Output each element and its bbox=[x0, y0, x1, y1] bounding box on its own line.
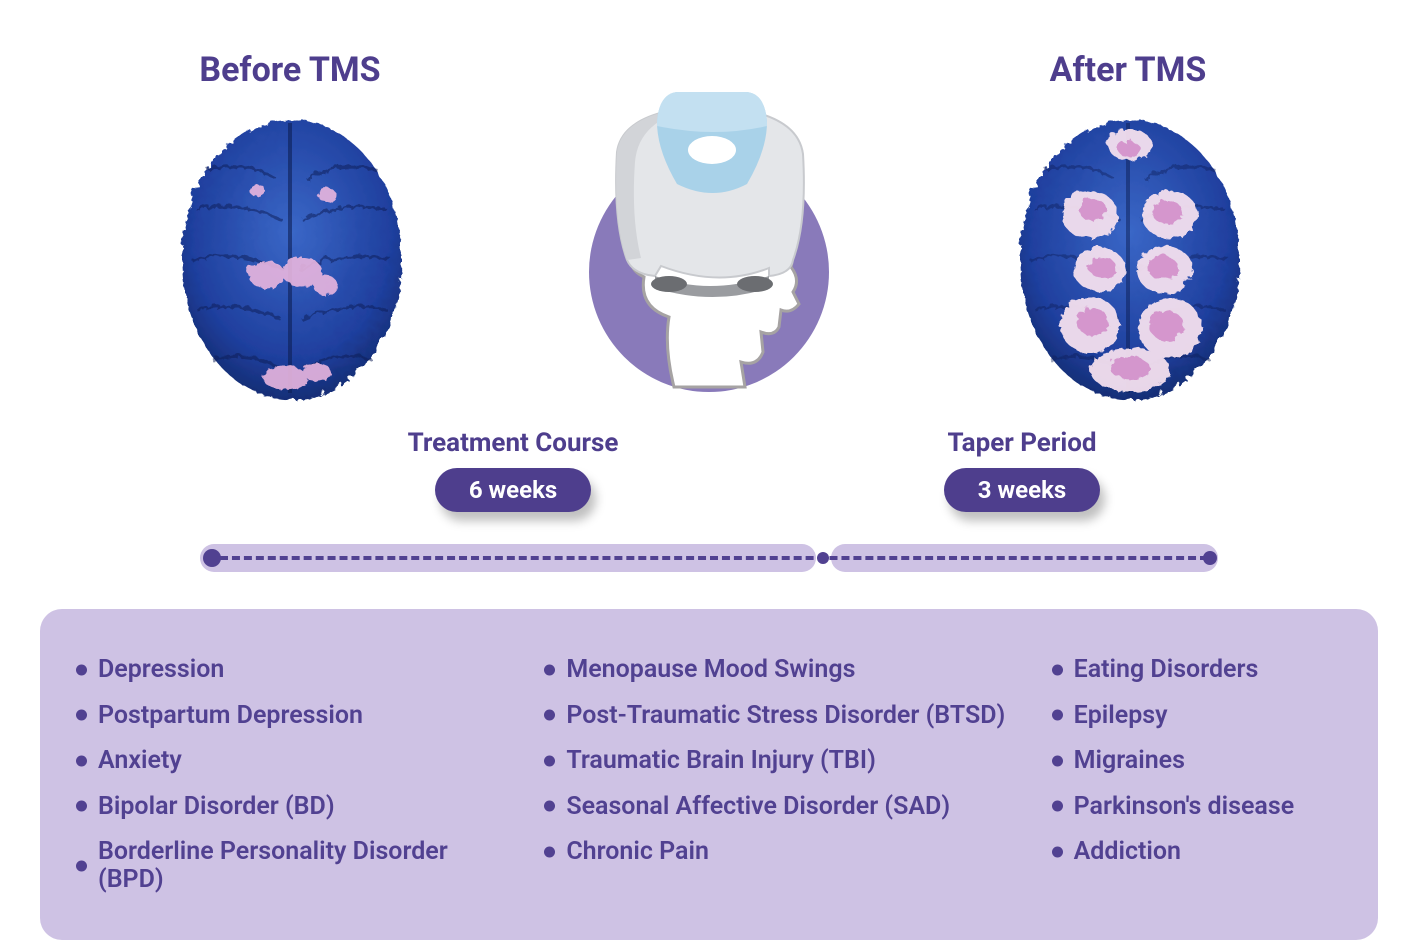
conditions-col-1: DepressionPostpartum DepressionAnxietyBi… bbox=[70, 647, 518, 902]
conditions-col-3: Eating DisordersEpilepsyMigrainesParkins… bbox=[1046, 647, 1338, 902]
phase1-pill: 6 weeks bbox=[435, 468, 591, 512]
condition-item: Anxiety bbox=[70, 738, 518, 784]
condition-item: Eating Disorders bbox=[1046, 647, 1338, 693]
device-block bbox=[539, 50, 879, 392]
tms-device-icon bbox=[569, 92, 849, 392]
condition-item: Seasonal Affective Disorder (SAD) bbox=[538, 784, 1025, 830]
timeline: Treatment Course 6 weeks Taper Period 3 … bbox=[40, 428, 1378, 573]
top-row: Before TMS bbox=[40, 50, 1378, 408]
condition-item: Chronic Pain bbox=[538, 829, 1025, 875]
condition-item: Post-Traumatic Stress Disorder (BTSD) bbox=[538, 693, 1025, 739]
brain-after-icon bbox=[1003, 108, 1253, 408]
condition-item: Postpartum Depression bbox=[70, 693, 518, 739]
after-block: After TMS bbox=[978, 50, 1278, 408]
condition-item: Depression bbox=[70, 647, 518, 693]
condition-item: Menopause Mood Swings bbox=[538, 647, 1025, 693]
after-title: After TMS bbox=[1050, 50, 1207, 90]
timeline-bar bbox=[200, 543, 1218, 573]
condition-item: Migraines bbox=[1046, 738, 1338, 784]
conditions-panel: DepressionPostpartum DepressionAnxietyBi… bbox=[40, 609, 1378, 940]
condition-item: Traumatic Brain Injury (TBI) bbox=[538, 738, 1025, 784]
phase-treatment: Treatment Course 6 weeks bbox=[200, 428, 826, 512]
phase1-title: Treatment Course bbox=[408, 428, 619, 458]
before-block: Before TMS bbox=[140, 50, 440, 408]
brain-before-icon bbox=[165, 108, 415, 408]
condition-item: Borderline Personality Disorder (BPD) bbox=[70, 829, 518, 902]
condition-item: Parkinson's disease bbox=[1046, 784, 1338, 830]
conditions-col-2: Menopause Mood SwingsPost-Traumatic Stre… bbox=[538, 647, 1025, 902]
phase-taper: Taper Period 3 weeks bbox=[826, 428, 1218, 512]
before-title: Before TMS bbox=[199, 50, 380, 90]
condition-item: Addiction bbox=[1046, 829, 1338, 875]
phase2-pill: 3 weeks bbox=[944, 468, 1100, 512]
phase2-title: Taper Period bbox=[947, 428, 1096, 458]
condition-item: Epilepsy bbox=[1046, 693, 1338, 739]
condition-item: Bipolar Disorder (BD) bbox=[70, 784, 518, 830]
